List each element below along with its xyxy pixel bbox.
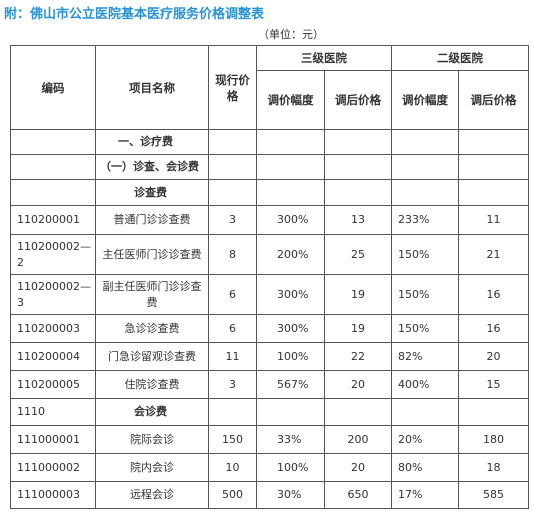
cell-t3-after: 19 xyxy=(324,274,392,315)
cell-code: 1110 xyxy=(10,398,96,426)
table-row: 110200005 住院诊查费 3 567% 20 400% 15 xyxy=(10,370,529,399)
cell-code: 110200001 xyxy=(10,205,96,235)
cell-t2-after: 15 xyxy=(458,370,529,399)
cell-price: 6 xyxy=(208,314,257,343)
header-current-price: 现行价格 xyxy=(208,45,257,130)
table-row: 110200004 门急诊留观诊查费 11 100% 22 82% 20 xyxy=(10,342,529,371)
cell-t2-after: 16 xyxy=(458,274,529,315)
cell-t3-after: 25 xyxy=(324,234,392,275)
cell-t3-adjust: 567% xyxy=(256,370,325,399)
section-row: 一、诊疗费 xyxy=(10,129,529,155)
cell-t3-adjust: 300% xyxy=(256,274,325,315)
cell-price: 10 xyxy=(208,453,257,482)
page-title: 附：佛山市公立医院基本医疗服务价格调整表 xyxy=(4,7,265,22)
cell-code: 111000002 xyxy=(10,453,96,482)
cell-t2-adjust: 82% xyxy=(391,342,459,371)
header-t3-adjust: 调价幅度 xyxy=(256,70,325,130)
section-row: 诊查费 xyxy=(10,179,529,206)
section-row: （一）诊查、会诊费 xyxy=(10,154,529,180)
cell-t2-adjust: 80% xyxy=(391,453,459,482)
cell-name: 远程会诊 xyxy=(95,481,209,509)
cell-t3-after: 19 xyxy=(324,314,392,343)
cell-name: 院际会诊 xyxy=(95,425,209,454)
section-label: 一、诊疗费 xyxy=(95,129,209,155)
cell-code: 110200002—2 xyxy=(10,234,96,275)
cell-t3-after: 13 xyxy=(324,205,392,235)
table-row: 111000001 院际会诊 150 33% 200 20% 180 xyxy=(10,425,529,454)
cell-t2-adjust: 150% xyxy=(391,314,459,343)
cell-t2-after: 16 xyxy=(458,314,529,343)
cell-price: 150 xyxy=(208,425,257,454)
cell-t3-adjust: 100% xyxy=(256,453,325,482)
unit-label: （单位：元） xyxy=(258,28,324,41)
price-table: 编码 项目名称 现行价格 三级医院 二级医院 调价幅度 调后价格 调价幅度 调后… xyxy=(10,45,529,509)
cell-t2-adjust: 150% xyxy=(391,234,459,275)
cell-t3-adjust: 300% xyxy=(256,205,325,235)
cell-price: 8 xyxy=(208,234,257,275)
cell-price: 6 xyxy=(208,274,257,315)
cell-name: 主任医师门诊诊查费 xyxy=(95,234,209,275)
header-tier3: 三级医院 xyxy=(256,45,392,71)
cell-t2-adjust: 20% xyxy=(391,425,459,454)
cell-name: 院内会诊 xyxy=(95,453,209,482)
table-row: 110200002—3 副主任医师门诊诊查费 6 300% 19 150% 16 xyxy=(10,274,529,315)
cell-t2-after: 180 xyxy=(458,425,529,454)
cell-price: 500 xyxy=(208,481,257,509)
cell-name: 副主任医师门诊诊查费 xyxy=(95,274,209,315)
cell-code: 110200004 xyxy=(10,342,96,371)
cell-code: 110200005 xyxy=(10,370,96,399)
cell-t2-adjust: 233% xyxy=(391,205,459,235)
cell-t2-adjust: 400% xyxy=(391,370,459,399)
cell-t2-after: 20 xyxy=(458,342,529,371)
cell-code: 111000003 xyxy=(10,481,96,509)
cell-t3-adjust: 30% xyxy=(256,481,325,509)
cell-price: 11 xyxy=(208,342,257,371)
cell-code: 111000001 xyxy=(10,425,96,454)
cell-code: 110200003 xyxy=(10,314,96,343)
header-name: 项目名称 xyxy=(95,45,209,130)
cell-name: 门急诊留观诊查费 xyxy=(95,342,209,371)
cell-t2-after: 11 xyxy=(458,205,529,235)
cell-price: 3 xyxy=(208,370,257,399)
table-row: 110200001 普通门诊诊查费 3 300% 13 233% 11 xyxy=(10,205,529,235)
header-t3-after: 调后价格 xyxy=(324,70,392,130)
cell-name: 急诊诊查费 xyxy=(95,314,209,343)
table-row: 111000002 院内会诊 10 100% 20 80% 18 xyxy=(10,453,529,482)
section-row: 1110 会诊费 xyxy=(10,398,529,426)
section-label: （一）诊查、会诊费 xyxy=(95,154,209,180)
table-row: 111000003 远程会诊 500 30% 650 17% 585 xyxy=(10,481,529,509)
cell-name: 普通门诊诊查费 xyxy=(95,205,209,235)
table-row: 110200002—2 主任医师门诊诊查费 8 200% 25 150% 21 xyxy=(10,234,529,275)
cell-t3-adjust: 100% xyxy=(256,342,325,371)
cell-code: 110200002—3 xyxy=(10,274,96,315)
section-label: 诊查费 xyxy=(95,179,209,206)
cell-t2-adjust: 150% xyxy=(391,274,459,315)
header-code: 编码 xyxy=(10,45,96,130)
cell-t3-after: 200 xyxy=(324,425,392,454)
table-row: 110200003 急诊诊查费 6 300% 19 150% 16 xyxy=(10,314,529,343)
cell-price: 3 xyxy=(208,205,257,235)
cell-t3-after: 22 xyxy=(324,342,392,371)
cell-t3-after: 650 xyxy=(324,481,392,509)
cell-t3-adjust: 33% xyxy=(256,425,325,454)
header-t2-adjust: 调价幅度 xyxy=(391,70,459,130)
cell-t2-adjust: 17% xyxy=(391,481,459,509)
cell-t3-adjust: 300% xyxy=(256,314,325,343)
header-t2-after: 调后价格 xyxy=(458,70,529,130)
cell-name: 住院诊查费 xyxy=(95,370,209,399)
cell-t2-after: 18 xyxy=(458,453,529,482)
cell-t2-after: 21 xyxy=(458,234,529,275)
section-label: 会诊费 xyxy=(95,398,209,426)
cell-t2-after: 585 xyxy=(458,481,529,509)
cell-t3-after: 20 xyxy=(324,453,392,482)
cell-t3-after: 20 xyxy=(324,370,392,399)
cell-t3-adjust: 200% xyxy=(256,234,325,275)
header-tier2: 二级医院 xyxy=(391,45,529,71)
